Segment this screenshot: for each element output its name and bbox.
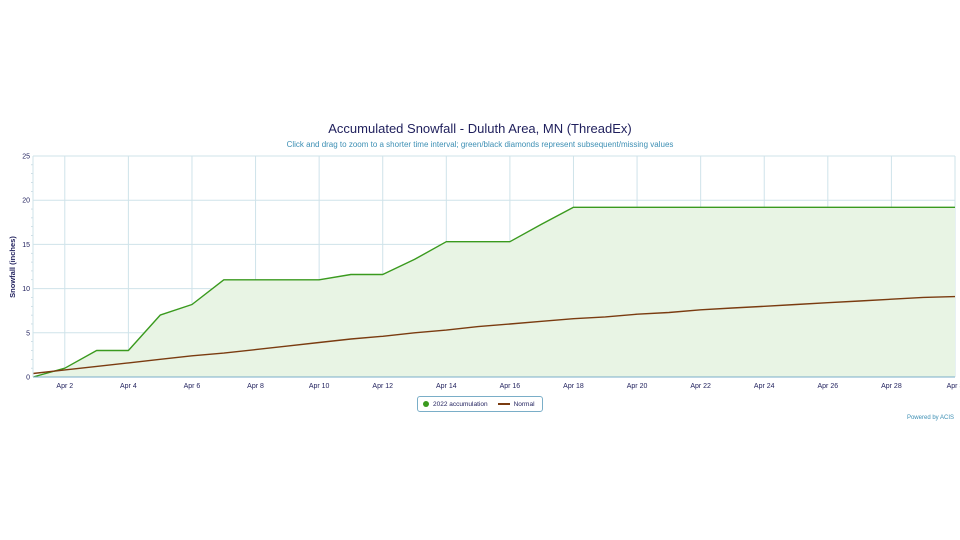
series-line-0 <box>32 206 955 378</box>
x-tick-label: Apr 8 <box>247 383 264 390</box>
legend-item-normal[interactable]: Normal <box>497 400 535 408</box>
chart-subtitle: Click and drag to zoom to a shorter time… <box>286 140 674 149</box>
x-tick-label: Apr 20 <box>627 383 648 390</box>
x-tick-label: Apr 10 <box>309 383 330 390</box>
legend-marker-2022 <box>423 401 429 407</box>
x-tick-label: Apr 18 <box>563 383 584 390</box>
y-axis-label: Snowfall (inches) <box>8 236 17 298</box>
x-tick-label: Apr 22 <box>690 383 711 390</box>
y-tick-label: 5 <box>26 330 30 337</box>
y-tick-label: 15 <box>22 242 30 249</box>
x-tick-label: Apr 12 <box>372 383 393 390</box>
y-tick-label: 0 <box>26 375 30 382</box>
x-tick-label: Apr 2 <box>56 383 73 390</box>
axis-layer: 0 5 10 15 20 25 Apr 2 Apr 4 Apr 6 Apr 8 Apr 10 Apr … <box>22 154 960 391</box>
x-tick-label: Apr 3 <box>947 383 960 390</box>
chart-title: Accumulated Snowfall - Duluth Area, MN (… <box>328 121 632 136</box>
x-tick-label: Apr 6 <box>184 383 201 390</box>
series-layer <box>32 206 956 378</box>
x-tick-label: Apr 14 <box>436 383 457 390</box>
x-tick-label: Apr 16 <box>500 383 521 390</box>
legend-item-2022[interactable]: 2022 accumulation <box>423 401 488 408</box>
x-tick-label: Apr 24 <box>754 383 775 390</box>
x-tick-label: Apr 4 <box>120 383 137 390</box>
series-area-0 <box>33 207 955 377</box>
y-tick-label: 10 <box>22 286 30 293</box>
powered-by-link[interactable]: Powered by ACIS <box>906 415 954 421</box>
y-tick-label: 20 <box>22 198 30 205</box>
legend: 2022 accumulation Normal <box>417 396 543 412</box>
legend-marker-normal <box>497 403 510 405</box>
x-tick-label: Apr 26 <box>818 383 839 390</box>
y-tick-label: 25 <box>22 154 30 161</box>
series-line-1 <box>32 295 956 375</box>
legend-label-normal: Normal <box>513 400 535 408</box>
legend-label-2022: 2022 accumulation <box>433 400 488 408</box>
x-tick-label: Apr 28 <box>881 383 902 390</box>
